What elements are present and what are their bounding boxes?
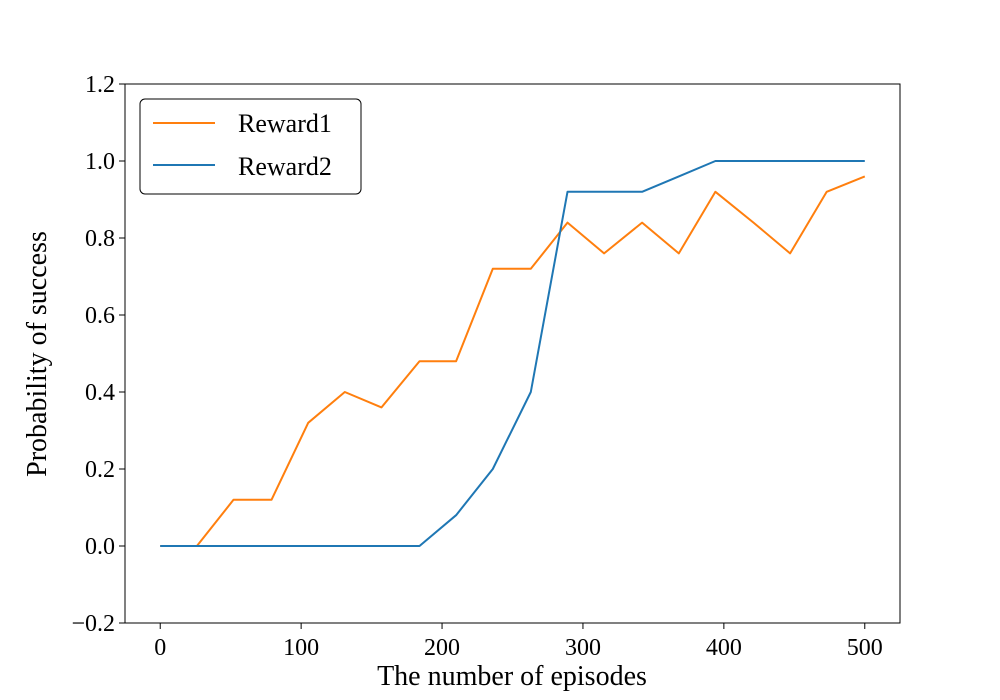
y-tick-label: 0.2 [85,457,115,483]
y-axis-label: Probability of success [22,231,53,477]
y-tick-label: 1.0 [85,149,115,175]
legend-label-reward2: Reward2 [238,152,332,181]
y-tick-label: 1.2 [85,72,115,98]
x-tick-label: 200 [424,635,460,661]
legend-label-reward1: Reward1 [238,109,332,138]
series-layer [160,160,866,547]
y-tick-label: −0.2 [71,611,115,637]
x-tick-label: 100 [283,635,319,661]
plot-area-frame [124,83,901,624]
series-line-reward2 [160,160,865,547]
x-axis-label: The number of episodes [377,661,647,692]
x-tick-label: 300 [565,635,601,661]
x-tick-label: 0 [154,635,166,661]
y-tick-label: 0.6 [85,303,115,329]
axis-ticks: 0 100 200 300 400 500 −0.2 0.0 0.2 0.4 0.6 0.8 1.0 1.… [71,72,882,661]
y-tick-label: 0.8 [85,226,115,252]
y-tick-label: 0.4 [85,380,115,406]
legend: Reward1 Reward2 [139,98,362,195]
series-line-reward1 [160,175,866,547]
y-tick-label: 0.0 [85,534,115,560]
x-tick-label: 500 [847,635,883,661]
x-tick-label: 400 [706,635,742,661]
